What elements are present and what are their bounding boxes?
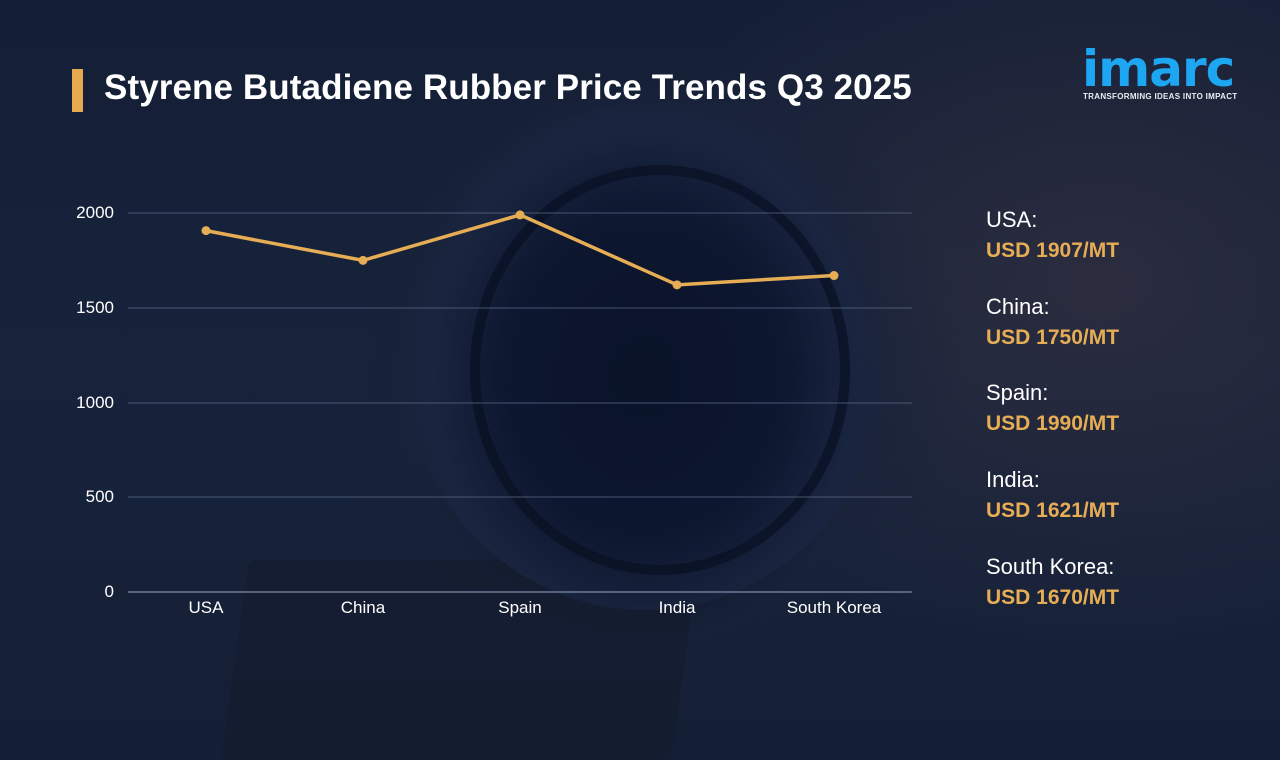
gridlines [128, 212, 912, 593]
x-tick-south-korea: South Korea [786, 598, 882, 617]
legend-item-india: India: USD 1621/MT [986, 467, 1119, 526]
legend-price: USD 1750/MT [986, 326, 1120, 349]
background-ring-groove [470, 165, 850, 575]
x-tick-usa: USA [188, 598, 224, 617]
legend-price: USD 1990/MT [986, 412, 1120, 435]
legend-price: USD 1670/MT [986, 586, 1120, 609]
legend-country: South Korea: [986, 554, 1115, 579]
legend-country: China: [986, 294, 1050, 319]
y-tick-1500: 1500 [76, 298, 114, 317]
x-tick-india: India [658, 598, 696, 617]
legend-country: Spain: [986, 380, 1049, 405]
y-tick-1000: 1000 [76, 393, 114, 412]
legend-item-china: China: USD 1750/MT [986, 294, 1119, 353]
y-tick-500: 500 [85, 487, 114, 506]
y-tick-0: 0 [104, 582, 114, 601]
y-tick-2000: 2000 [76, 203, 114, 222]
logo-wordmark: imarc [1082, 40, 1235, 98]
legend-item-usa: USA: USD 1907/MT [986, 207, 1119, 266]
price-series-line [201, 210, 839, 290]
legend-price: USD 1621/MT [986, 499, 1120, 522]
data-point-china [358, 255, 368, 265]
data-point-india [672, 280, 682, 290]
x-tick-china: China [340, 598, 386, 617]
data-point-spain [515, 210, 525, 220]
legend-country: India: [986, 467, 1040, 492]
x-tick-spain: Spain [498, 598, 542, 617]
data-point-usa [201, 226, 211, 236]
imarc-logo: imarc TRANSFORMING IDEAS INTO IMPACT [1080, 30, 1250, 105]
legend-price: USD 1907/MT [986, 239, 1120, 262]
legend-country: USA: [986, 207, 1038, 232]
data-point-south-korea [829, 271, 839, 281]
chart-plot [128, 210, 912, 593]
title-accent-bar [72, 69, 83, 112]
page-title: Styrene Butadiene Rubber Price Trends Q3… [104, 68, 912, 107]
legend-item-spain: Spain: USD 1990/MT [986, 380, 1119, 439]
line-chart: 2000 1500 1000 500 0 USA China Spain Ind… [76, 203, 912, 617]
logo-tagline: TRANSFORMING IDEAS INTO IMPACT [1083, 92, 1238, 101]
legend-item-south-korea: South Korea: USD 1670/MT [986, 554, 1119, 613]
